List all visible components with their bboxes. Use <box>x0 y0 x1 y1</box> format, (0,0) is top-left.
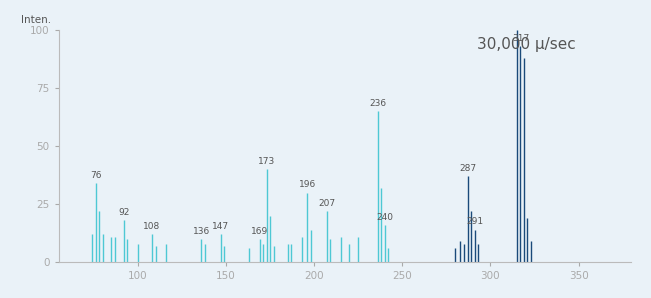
Text: 92: 92 <box>118 208 130 217</box>
Text: 207: 207 <box>318 198 335 208</box>
Text: 291: 291 <box>466 217 483 226</box>
Text: 287: 287 <box>459 164 476 173</box>
Text: 30,000 μ/sec: 30,000 μ/sec <box>477 37 575 52</box>
Text: 236: 236 <box>369 99 386 108</box>
Text: 108: 108 <box>143 222 161 231</box>
Text: 240: 240 <box>376 212 393 221</box>
Text: 76: 76 <box>90 171 102 180</box>
Text: 147: 147 <box>212 222 229 231</box>
Text: 317: 317 <box>512 34 529 43</box>
Text: Inten.: Inten. <box>21 15 51 25</box>
Text: 196: 196 <box>299 180 316 189</box>
Text: 173: 173 <box>258 157 275 166</box>
Text: 136: 136 <box>193 226 210 235</box>
Text: 169: 169 <box>251 226 268 235</box>
